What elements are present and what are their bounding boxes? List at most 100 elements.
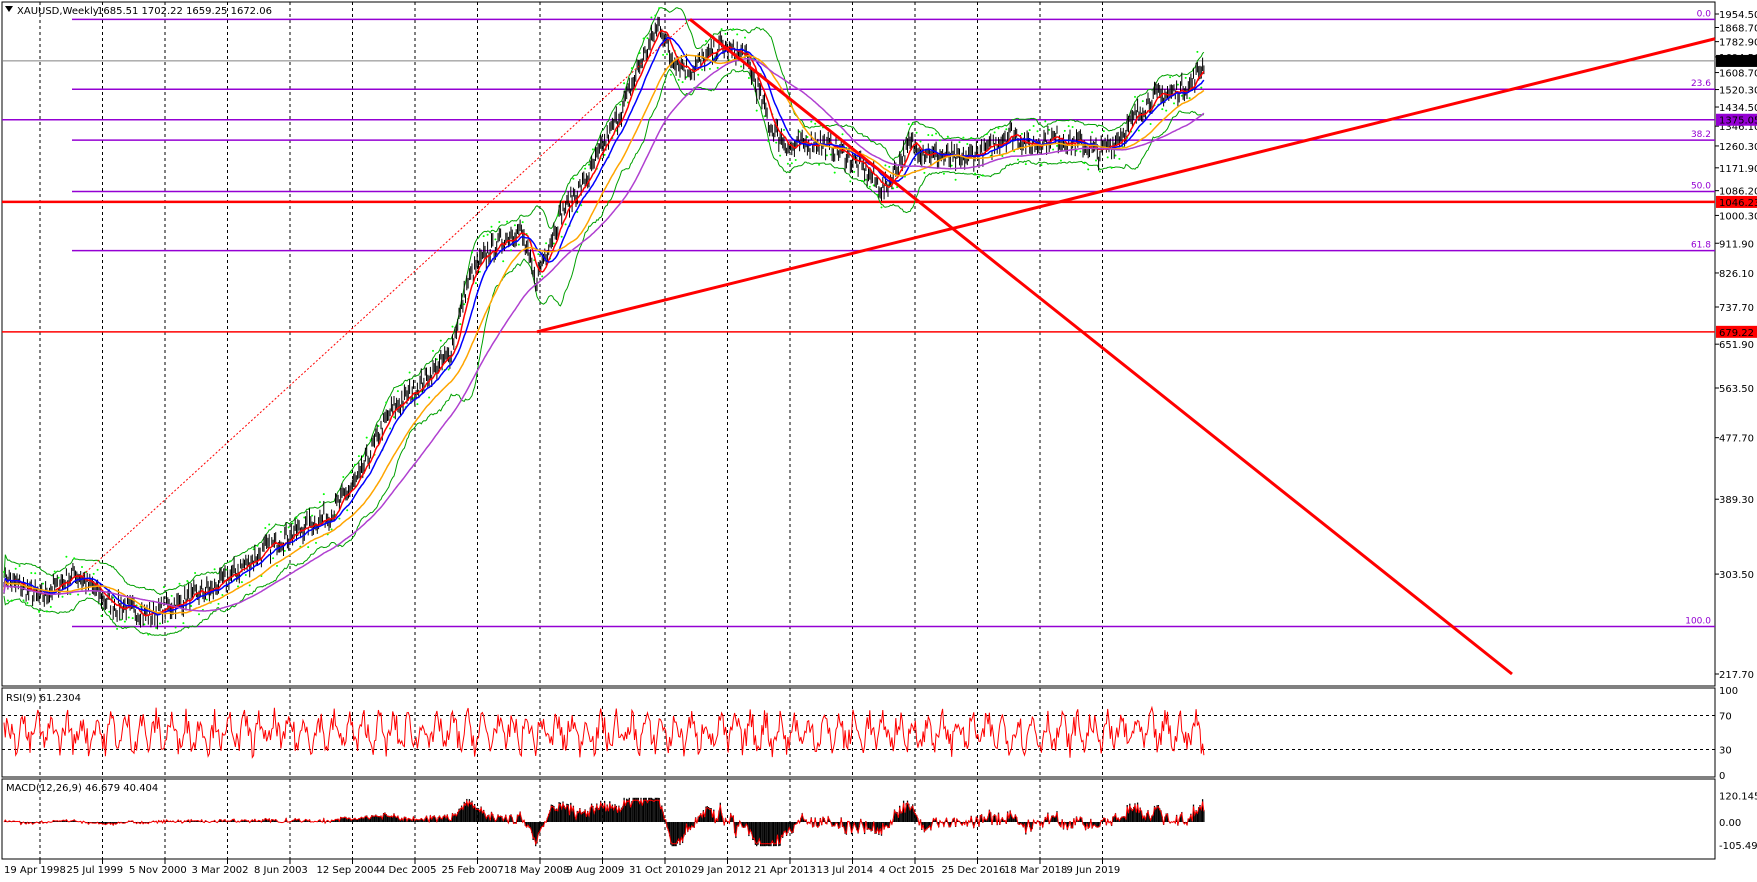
sar-dot — [853, 170, 856, 173]
sar-dot — [786, 162, 789, 165]
sar-dot — [482, 235, 485, 238]
sar-dot — [954, 178, 957, 181]
time-axis-label: 19 Apr 1998 — [4, 865, 66, 876]
menu-triangle-icon[interactable] — [5, 6, 13, 12]
sar-dot — [127, 616, 130, 619]
price-axis-label: 1000.30 — [1719, 211, 1757, 222]
sar-dot — [560, 235, 563, 238]
sar-dot — [400, 383, 403, 386]
sar-dot — [350, 471, 353, 474]
dashed-trendline[interactable] — [79, 18, 691, 578]
sar-dot — [237, 585, 239, 588]
sar-dot — [701, 68, 704, 71]
sar-dot — [322, 493, 325, 496]
sar-dot — [584, 167, 587, 170]
price-axis-label: 826.10 — [1719, 269, 1754, 280]
price-axis-label: 1260.30 — [1719, 142, 1757, 153]
sar-dot — [841, 133, 844, 136]
sar-dot — [279, 530, 282, 533]
sar-dot — [939, 139, 941, 142]
sar-dot — [1184, 76, 1187, 79]
rsi-label: RSI(9) 61.2304 — [6, 693, 81, 704]
time-axis-label: 18 May 2008 — [504, 865, 569, 876]
price-axis-label: 651.90 — [1719, 340, 1754, 351]
sar-dot — [139, 605, 142, 608]
sar-dot — [61, 595, 64, 598]
sar-dot — [978, 175, 980, 178]
sar-dot — [393, 416, 395, 419]
sar-dot — [221, 593, 224, 596]
sar-dot — [494, 238, 497, 241]
sar-dot — [1017, 158, 1019, 161]
sar-dot — [927, 133, 930, 136]
sar-dot — [166, 620, 169, 623]
sar-dot — [1075, 149, 1078, 152]
ma-slow-line — [3, 54, 1205, 615]
macd-panel[interactable] — [1, 778, 1716, 860]
sar-dot — [252, 548, 255, 551]
sar-dot — [537, 253, 540, 256]
sar-dot — [1098, 170, 1101, 173]
sar-dot — [1091, 131, 1094, 134]
sar-dot — [22, 599, 25, 602]
sar-dot — [1165, 109, 1168, 112]
sar-dot — [112, 596, 115, 599]
sar-dot — [864, 178, 867, 181]
sar-dot — [225, 568, 228, 571]
sar-dot — [545, 242, 548, 245]
sar-dot — [1024, 163, 1027, 166]
price-axis-label: 1608.70 — [1719, 69, 1757, 80]
sar-dot — [3, 571, 5, 574]
sar-dot — [1149, 122, 1152, 125]
sar-dot — [268, 523, 271, 526]
fib-level-label: 61.8 — [1691, 241, 1711, 251]
time-axis-label: 4 Dec 2005 — [379, 865, 437, 876]
sar-dot — [205, 598, 208, 601]
time-axis-label: 29 Jan 2012 — [692, 865, 752, 876]
sar-dot — [1052, 148, 1055, 151]
sar-dot — [818, 163, 821, 166]
sar-dot — [669, 73, 672, 76]
sar-dot — [580, 204, 583, 207]
rsi-axis-label: 30 — [1719, 746, 1732, 757]
sar-dot — [825, 154, 828, 157]
sar-dot — [1048, 128, 1051, 131]
rsi-panel[interactable] — [1, 687, 1716, 778]
time-axis-label: 18 Mar 2018 — [1004, 865, 1067, 876]
sar-dot — [892, 187, 895, 190]
descending-trendline[interactable] — [689, 18, 1513, 676]
sar-dot — [744, 36, 746, 39]
sar-dot — [588, 163, 590, 166]
sar-dot — [556, 214, 559, 217]
sar-dot — [783, 128, 785, 131]
sar-dot — [244, 573, 247, 576]
sar-dot — [10, 599, 13, 602]
sar-dot — [506, 220, 509, 223]
sar-dot — [966, 143, 969, 146]
sar-dot — [53, 570, 56, 573]
sar-dot — [377, 425, 380, 428]
sar-dot — [1102, 130, 1105, 133]
sar-dot — [338, 517, 341, 520]
current-price-label: 1672.06 — [1719, 57, 1757, 68]
time-axis-label: 25 Jul 1999 — [67, 865, 124, 876]
sar-dot — [1028, 129, 1031, 132]
sar-dot — [1056, 144, 1058, 147]
price-axis-label: 217.70 — [1719, 670, 1754, 681]
sar-dot — [14, 567, 17, 570]
sar-dot — [1188, 97, 1191, 100]
time-axis-label: 8 Jun 2003 — [254, 865, 308, 876]
level-price-box — [1716, 113, 1757, 126]
sar-dot — [806, 135, 809, 138]
sar-dot — [1114, 154, 1117, 157]
price-axis-label: 1954.50 — [1719, 10, 1757, 21]
sar-dot — [650, 16, 653, 19]
sar-dot — [264, 527, 267, 530]
sar-dot — [186, 579, 189, 582]
ascending-trendline[interactable] — [536, 37, 1716, 334]
sar-dot — [970, 136, 973, 139]
sar-dot — [330, 528, 333, 531]
sar-dot — [459, 323, 462, 326]
